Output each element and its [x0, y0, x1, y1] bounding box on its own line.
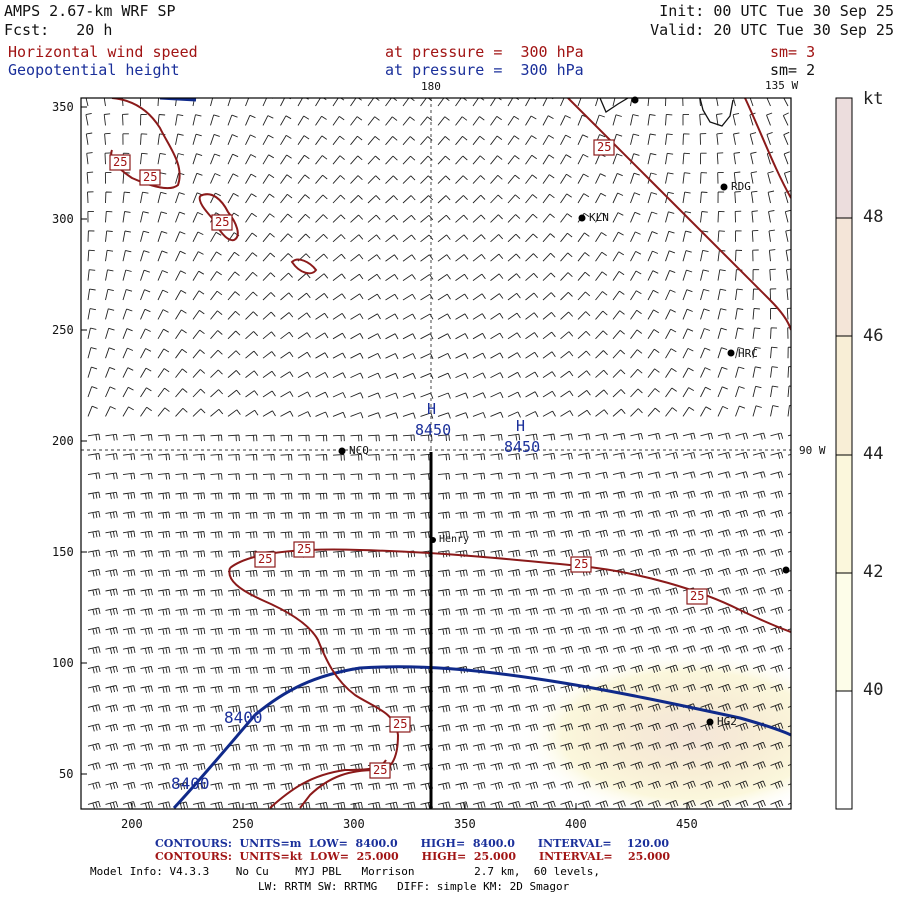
- station-dot-rdg: [720, 183, 728, 191]
- station-label-rdg: RDG: [731, 180, 751, 193]
- colorbar-label: 46: [863, 326, 884, 346]
- plot-frame: [80, 97, 792, 810]
- speed-label: 25: [113, 155, 128, 169]
- y-tick-label: 150: [52, 545, 74, 559]
- station-label-kln: KLN: [589, 211, 609, 224]
- speed-label: 25: [143, 170, 158, 184]
- station-dot-kln: [578, 214, 586, 222]
- colorbar-unit: kt: [863, 89, 884, 109]
- height-contour-label: 8400: [171, 774, 210, 793]
- field-wind-speed: Horizontal wind speed: [8, 43, 198, 61]
- y-tick-label: 50: [59, 767, 74, 781]
- speed-label: 25: [373, 763, 388, 777]
- colorbar-label: 44: [863, 444, 884, 464]
- valid-time: Valid: 20 UTC Tue 30 Sep 25: [650, 21, 894, 39]
- pressure-level-wind: at pressure = 300 hPa: [385, 43, 584, 61]
- high-value-2: 8450: [504, 438, 541, 456]
- lon-label-90w: 90 W: [799, 444, 826, 457]
- speed-label: 25: [258, 552, 273, 566]
- x-tick-label: 200: [121, 817, 143, 831]
- coastline: [599, 98, 734, 127]
- speed-label: 25: [597, 140, 612, 154]
- high-center-2: H: [516, 417, 526, 435]
- x-tick-label: 250: [232, 817, 254, 831]
- speed-label: 25: [690, 589, 705, 603]
- colorbar-label: 48: [863, 207, 884, 227]
- height-contour-label: 8400: [224, 708, 263, 727]
- station-dot-hrc: [727, 349, 735, 357]
- y-tick-label: 250: [52, 323, 74, 337]
- station-dot-ncq: [338, 447, 346, 455]
- footer-height-contours: CONTOURS: UNITS=m LOW= 8400.0 HIGH= 8400…: [155, 837, 669, 850]
- axis-ticks: [81, 106, 688, 809]
- lon-label-180: 180: [421, 80, 441, 93]
- footer-speed-contours: CONTOURS: UNITS=kt LOW= 25.000 HIGH= 25.…: [155, 850, 671, 863]
- station-dot-edge1: [631, 96, 639, 104]
- smoothing-wind: sm= 3: [770, 43, 816, 61]
- x-tick-label: 450: [676, 817, 698, 831]
- colorbar-label: 40: [863, 680, 884, 700]
- y-tick-label: 100: [52, 656, 74, 670]
- station-label-hrc: HRC: [738, 347, 758, 360]
- station-dot-hg2: [706, 718, 714, 726]
- station-label-hg2: HG2: [717, 715, 737, 728]
- speed-label: 25: [393, 717, 408, 731]
- field-geopotential: Geopotential height: [8, 61, 180, 79]
- y-tick-label: 200: [52, 434, 74, 448]
- station-label-henry: Henry: [439, 534, 470, 545]
- model-title: AMPS 2.67-km WRF SP: [4, 2, 176, 20]
- colorbar-label: 42: [863, 562, 884, 582]
- color-bar: [835, 97, 853, 810]
- x-tick-label: 400: [565, 817, 587, 831]
- station-label-ncq: NCQ: [349, 444, 369, 457]
- station-markers: [338, 96, 790, 726]
- x-tick-label: 350: [454, 817, 476, 831]
- high-value-1: 8450: [415, 421, 452, 439]
- speed-label: 25: [574, 557, 589, 571]
- footer-physics: LW: RRTM SW: RRTMG DIFF: simple KM: 2D S…: [258, 880, 570, 893]
- init-time: Init: 00 UTC Tue 30 Sep 25: [659, 2, 894, 20]
- forecast-hour: Fcst: 20 h: [4, 21, 113, 39]
- x-tick-label: 300: [343, 817, 365, 831]
- high-center-1: H: [427, 400, 437, 418]
- y-tick-label: 300: [52, 212, 74, 226]
- station-dot-edge2: [782, 566, 790, 574]
- station-dot-henry: [430, 537, 436, 543]
- speed-label-boxes: [109, 139, 708, 779]
- footer-model-info: Model Info: V4.3.3 No Cu MYJ PBL Morriso…: [90, 865, 600, 878]
- y-tick-label: 350: [52, 100, 74, 114]
- speed-label: 25: [215, 215, 230, 229]
- pressure-level-height: at pressure = 300 hPa: [385, 61, 584, 79]
- lon-label-135w: 135 W: [765, 79, 799, 92]
- speed-label: 25: [297, 542, 312, 556]
- smoothing-height: sm= 2: [770, 61, 816, 79]
- wind-speed-shading: [520, 650, 791, 809]
